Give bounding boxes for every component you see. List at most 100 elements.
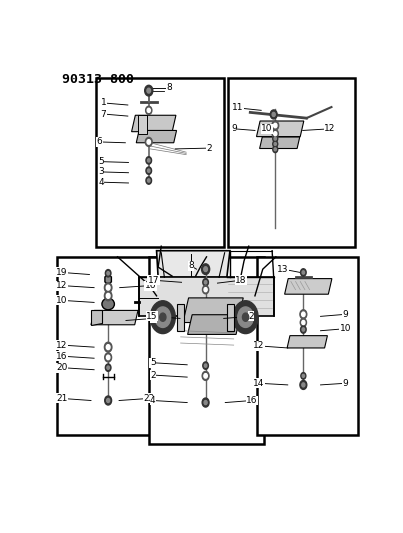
Circle shape: [146, 167, 152, 174]
Text: 12: 12: [324, 124, 336, 133]
Circle shape: [274, 123, 277, 128]
Circle shape: [302, 320, 305, 325]
Circle shape: [204, 400, 207, 405]
Text: 9: 9: [343, 379, 349, 388]
Text: 10: 10: [261, 124, 272, 133]
Circle shape: [106, 293, 110, 298]
Circle shape: [202, 264, 210, 274]
Text: 2: 2: [150, 370, 156, 379]
Text: 9: 9: [343, 310, 349, 319]
Circle shape: [274, 132, 277, 136]
Circle shape: [147, 108, 150, 112]
Circle shape: [147, 140, 150, 144]
Circle shape: [272, 112, 275, 117]
Circle shape: [147, 179, 150, 182]
Bar: [149, 257, 264, 443]
Circle shape: [238, 307, 253, 327]
Circle shape: [160, 313, 166, 321]
Text: 12: 12: [253, 342, 265, 350]
Bar: [96, 78, 224, 247]
Circle shape: [204, 281, 207, 284]
Text: 21: 21: [56, 394, 68, 403]
Circle shape: [147, 159, 150, 162]
Text: 5: 5: [150, 358, 156, 367]
Polygon shape: [139, 277, 274, 317]
Text: 2: 2: [151, 314, 156, 323]
Circle shape: [145, 138, 152, 147]
Bar: [256, 257, 358, 435]
Circle shape: [203, 279, 208, 286]
Circle shape: [274, 137, 276, 140]
Circle shape: [273, 135, 278, 142]
Circle shape: [302, 383, 305, 387]
Circle shape: [146, 157, 152, 164]
Bar: [229, 78, 355, 247]
Text: 9: 9: [231, 124, 237, 133]
Circle shape: [104, 282, 112, 293]
Circle shape: [107, 366, 110, 369]
Polygon shape: [138, 115, 147, 134]
Text: 4: 4: [98, 177, 104, 187]
Circle shape: [147, 88, 151, 93]
Text: 12: 12: [56, 341, 68, 350]
Text: 90313 800: 90313 800: [62, 73, 134, 86]
Circle shape: [273, 146, 278, 152]
Polygon shape: [183, 298, 243, 322]
Circle shape: [145, 85, 153, 96]
Polygon shape: [91, 310, 102, 325]
Text: 2: 2: [207, 143, 212, 152]
Circle shape: [107, 272, 110, 275]
Polygon shape: [188, 314, 241, 334]
Polygon shape: [91, 310, 138, 325]
Polygon shape: [285, 279, 332, 294]
Circle shape: [302, 271, 305, 274]
Circle shape: [104, 342, 112, 352]
Circle shape: [270, 110, 277, 119]
Text: 3: 3: [98, 167, 104, 176]
Circle shape: [243, 313, 249, 321]
Circle shape: [302, 328, 305, 331]
Circle shape: [105, 364, 111, 372]
Circle shape: [302, 374, 305, 377]
Text: 15: 15: [146, 312, 158, 321]
Text: 11: 11: [232, 103, 243, 112]
Circle shape: [202, 398, 209, 407]
Circle shape: [300, 318, 306, 327]
Circle shape: [301, 326, 306, 333]
Bar: [56, 257, 166, 435]
Text: 1: 1: [101, 99, 106, 108]
Circle shape: [274, 142, 276, 146]
Polygon shape: [156, 251, 230, 277]
Circle shape: [106, 355, 110, 360]
Circle shape: [147, 169, 150, 172]
Text: 22: 22: [143, 394, 154, 403]
Circle shape: [146, 177, 152, 184]
Circle shape: [107, 399, 110, 402]
Text: 10: 10: [56, 296, 68, 305]
Polygon shape: [131, 115, 176, 132]
Text: 14: 14: [253, 379, 265, 388]
Text: 4: 4: [150, 396, 156, 405]
Circle shape: [104, 291, 112, 301]
Circle shape: [106, 285, 110, 290]
Text: 19: 19: [56, 268, 68, 277]
Text: 5: 5: [98, 157, 104, 166]
Text: 8: 8: [188, 261, 194, 270]
Text: 17: 17: [147, 276, 159, 285]
Circle shape: [272, 130, 278, 138]
Circle shape: [145, 106, 152, 115]
Text: 2: 2: [248, 312, 254, 321]
Circle shape: [204, 364, 207, 367]
Text: 13: 13: [277, 265, 289, 273]
Circle shape: [273, 141, 278, 147]
Circle shape: [233, 301, 258, 334]
Polygon shape: [136, 131, 177, 143]
Text: 6: 6: [97, 138, 103, 147]
Text: 12: 12: [56, 281, 68, 290]
Circle shape: [203, 362, 208, 369]
Text: 10: 10: [340, 324, 351, 333]
Circle shape: [301, 269, 306, 276]
Ellipse shape: [102, 298, 114, 310]
Circle shape: [202, 286, 209, 294]
Circle shape: [272, 121, 279, 130]
